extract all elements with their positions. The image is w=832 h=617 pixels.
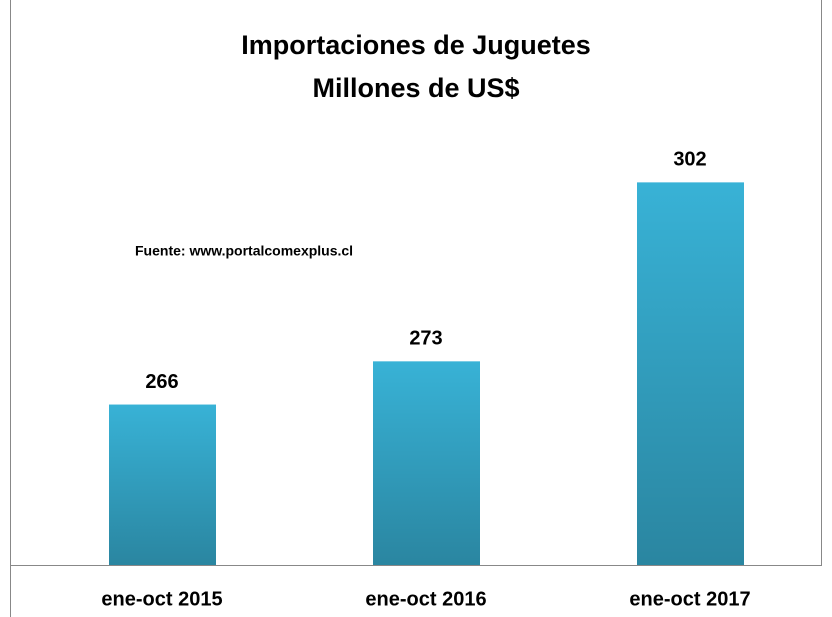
value-label: 273 (409, 328, 442, 350)
x-tick-label: ene-oct 2016 (365, 588, 486, 610)
value-label: 266 (145, 371, 178, 393)
value-label: 302 (673, 149, 706, 171)
chart-title: Importaciones de Juguetes (241, 30, 591, 60)
bar (373, 361, 480, 565)
chart-subtitle: Millones de US$ (312, 73, 519, 103)
annotation: Fuente: www.portalcomexplus.cl (135, 243, 353, 259)
bar (109, 404, 216, 565)
x-tick-label: ene-oct 2015 (101, 588, 222, 610)
x-tick-label: ene-oct 2017 (629, 588, 750, 610)
bar (637, 182, 744, 565)
